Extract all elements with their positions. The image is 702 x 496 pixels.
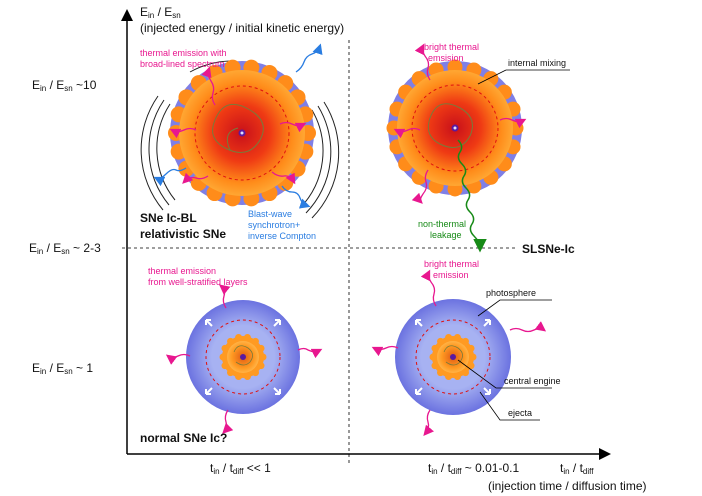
quadrant-label-tr: SLSNe-Ic [522,242,575,256]
internal-structure-tl [212,103,264,153]
gear-tooth [453,334,461,342]
y-axis-title: Ein / Esn [140,5,181,20]
photosphere-label: photosphere [486,288,536,298]
gear-tooth [235,372,243,380]
quadrant-top-left: thermal emission with broad-lined spectr… [140,43,340,241]
gear-tooth [235,334,243,342]
central-engine-core-tl [240,131,244,135]
gear-tooth [437,369,445,377]
gear-tooth [251,337,259,345]
gear-tooth [243,372,251,380]
photosphere-dashed-br [415,319,491,395]
gear-tooth [437,337,445,345]
thermal-photons-tr [393,43,527,204]
gear-tooth [431,362,439,370]
gear-tooth [259,353,267,361]
blast-label-3: inverse Compton [248,231,316,241]
photosphere-dashed-bl [205,319,281,395]
thermal-label-tl-1: thermal emission with [140,48,227,58]
thermal-label-br-1: bright thermal [424,259,479,269]
leakage-label-1: non-thermal [418,219,466,229]
gear-tooth [429,353,437,361]
gear-tooth [227,369,235,377]
gear-tooth [257,362,265,370]
gear-tooth [243,334,251,342]
thermal-label-bl-1: thermal emission [148,266,216,276]
gear-tooth [461,369,469,377]
x-tick-right: tin / tdiff ~ 0.01-0.1 [428,461,519,476]
shock-arcs [140,60,340,219]
x-tick-left: tin / tdiff << 1 [210,461,271,476]
internal-structure-tr [427,103,473,149]
gear-tooth [445,334,453,342]
mixing-pointer [477,69,507,85]
quadrant-top-right: bright thermal emsision internal mixing … [386,42,575,256]
thermal-label-tr-2: emsision [428,53,464,63]
gear-tooth [221,344,229,352]
expansion-arrows-br [415,319,491,395]
y-tick-top: Ein / Esn ~10 [32,78,97,93]
nonthermal-leakage-photon [457,139,487,253]
internal-structure-br [443,345,463,366]
y-tick-low: Ein / Esn ~ 1 [32,361,93,376]
thermal-photons-tl [169,66,307,185]
gear-tooth [257,344,265,352]
thermal-photons-br [371,269,547,436]
central-engine-bl [240,354,246,360]
y-axis-subtitle: (injected energy / initial kinetic energ… [140,21,344,35]
gear-tooth [431,344,439,352]
thermal-photons-bl [165,284,323,434]
gear-tooth [251,369,259,377]
quadrant-label-tl-1: SNe Ic-BL [140,211,197,225]
internal-structure-bl [233,345,253,366]
quadrant-bottom-left: thermal emission from well-stratified la… [140,266,323,445]
gear-tooth [467,344,475,352]
photosphere-dashed-tr [411,84,499,172]
thermal-label-tr-1: bright thermal [424,42,479,52]
gear-tooth [227,337,235,345]
x-axis-subtitle: (injection time / diffusion time) [488,479,647,493]
y-tick-mid: Ein / Esn ~ 2-3 [29,241,101,256]
blast-label-2: synchrotron+ [248,220,300,230]
gear-tooth [469,353,477,361]
photosphere-dashed-tl [194,85,290,181]
blast-label-1: Blast-wave [248,209,292,219]
quadrant-label-bl: normal SNe Ic? [140,431,227,445]
leakage-label-2: leakage [430,230,462,240]
gear-tooth [453,372,461,380]
gear-tooth [445,372,453,380]
central-engine-label: central engine [504,376,561,386]
central-engine-core-tr [453,126,457,130]
expansion-arrows-bl [205,319,281,395]
gear-tooth [221,362,229,370]
thermal-label-bl-2: from well-stratified layers [148,277,248,287]
quadrant-bottom-right: bright thermal emission photosphere cent… [371,259,561,436]
thermal-label-tl-2: broad-lined spectrum [140,59,225,69]
quadrant-label-tl-2: relativistic SNe [140,227,226,241]
thermal-label-br-2: emission [433,270,469,280]
gear-tooth [461,337,469,345]
blastwave-photons-tl [153,43,323,209]
label-pointers-br [457,299,552,421]
ejecta-label: ejecta [508,408,532,418]
gear-tooth [219,353,227,361]
mixing-label: internal mixing [508,58,566,68]
gear-tooth [467,362,475,370]
axes [121,9,611,466]
x-axis-title: tin / tdiff [560,461,594,476]
central-engine-br [450,354,456,360]
